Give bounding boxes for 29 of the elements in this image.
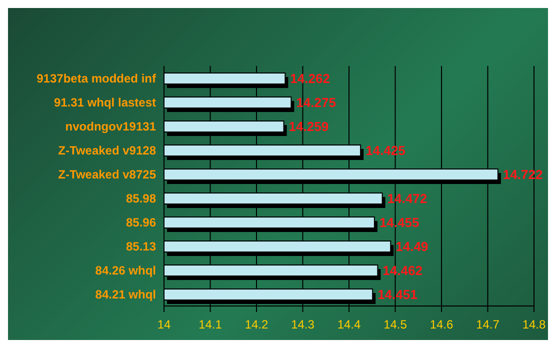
y-tick-label: 84.26 whql xyxy=(95,263,156,278)
x-tick-label: 14.1 xyxy=(198,318,222,332)
data-label: 14.472 xyxy=(387,191,428,206)
x-tick-label: 14.3 xyxy=(291,318,315,332)
data-label: 14.722 xyxy=(502,167,543,182)
y-tick-label: 91.31 whql lastest xyxy=(54,95,156,110)
y-tick-label: 85.98 xyxy=(126,191,156,206)
x-tick-label: 14.6 xyxy=(430,318,454,332)
data-label: 14.451 xyxy=(378,287,418,302)
y-tick-label: Z-Tweaked v9128 xyxy=(58,143,156,158)
data-label: 14.462 xyxy=(382,263,422,278)
x-tick-label: 14.8 xyxy=(522,318,546,332)
x-tick-label: 14.2 xyxy=(244,318,268,332)
x-tick-label: 14.7 xyxy=(476,318,500,332)
y-tick-label: 85.96 xyxy=(126,215,156,230)
y-tick-label: 9137beta modded inf xyxy=(36,71,157,86)
data-label: 14.259 xyxy=(288,119,329,134)
data-label: 14.275 xyxy=(296,95,336,110)
data-label: 14.425 xyxy=(366,143,406,158)
y-tick-label: Z-Tweaked v8725 xyxy=(58,167,156,182)
x-tick-label: 14.5 xyxy=(384,318,408,332)
y-tick-label: nvodngov19131 xyxy=(65,119,156,134)
data-label: 14.49 xyxy=(396,239,428,254)
data-label: 14.262 xyxy=(290,71,330,86)
data-label: 14.455 xyxy=(379,215,420,230)
y-tick-label: 84.21 whql xyxy=(95,287,156,302)
x-tick-label: 14.4 xyxy=(337,318,361,332)
y-tick-label: 85.13 xyxy=(126,239,156,254)
x-tick-label: 14 xyxy=(157,318,171,332)
